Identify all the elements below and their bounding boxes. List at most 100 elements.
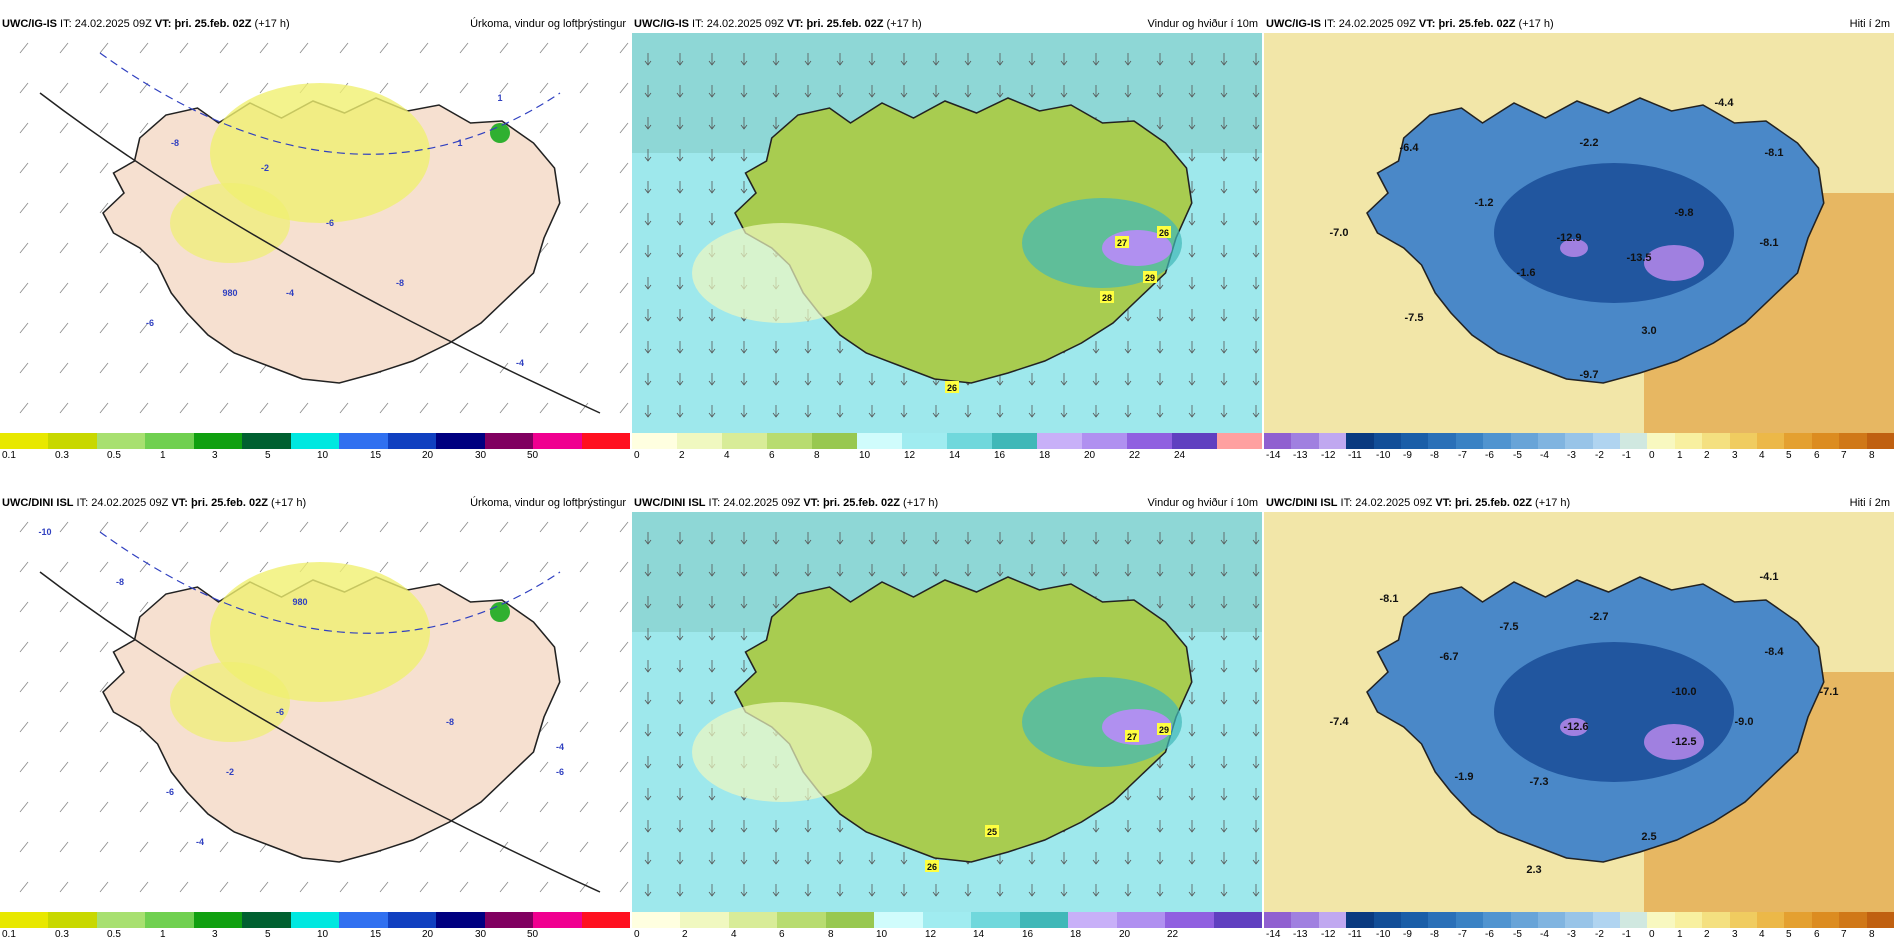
wind-arrow: [1188, 373, 1196, 386]
scale-swatch: [677, 433, 722, 449]
scale-swatch: [1784, 912, 1812, 928]
wind-barb: [179, 841, 189, 853]
wind-arrow: [804, 820, 812, 833]
wind-arrow: [1092, 341, 1100, 354]
scale-tick: -9: [1403, 450, 1412, 461]
wind-barb: [579, 881, 589, 893]
wind-arrow: [772, 117, 780, 130]
wind-arrow: [1252, 85, 1260, 98]
color-scale: [0, 912, 630, 928]
wind-arrow: [644, 532, 652, 545]
contour-label: -8: [446, 717, 454, 727]
wind-arrow: [1252, 245, 1260, 258]
wind-arrow: [708, 213, 716, 226]
wind-barb: [299, 402, 309, 414]
wind-barb: [99, 801, 109, 813]
wind-arrow: [676, 564, 684, 577]
wind-arrow: [1124, 884, 1132, 897]
contour-label: -8: [396, 278, 404, 288]
gust-value: 29: [1159, 725, 1169, 735]
gust-value: 25: [987, 827, 997, 837]
wind-arrow: [836, 884, 844, 897]
wind-barb: [419, 42, 429, 54]
gust-value: 29: [1145, 273, 1155, 283]
wind-barb: [19, 402, 29, 414]
scale-swatch: [902, 433, 947, 449]
wind-barb: [59, 801, 69, 813]
wind-barb: [19, 601, 29, 613]
it-time: 24.02.2025 09Z: [74, 18, 152, 30]
wind-arrow: [1220, 756, 1228, 769]
wind-arrow: [1220, 181, 1228, 194]
contour-label: -6: [326, 218, 334, 228]
wind-arrow: [1092, 820, 1100, 833]
wind-barb: [419, 402, 429, 414]
scale-tick: 1: [160, 929, 166, 940]
map-canvas: 27 26 29 28 26: [632, 33, 1262, 433]
wind-arrow: [964, 532, 972, 545]
scale-tick: 30: [475, 450, 487, 461]
wind-barb: [259, 402, 269, 414]
temp-value: -1.9: [1455, 771, 1474, 783]
lead-time: (+17 h): [1531, 497, 1571, 509]
wind-barb: [579, 801, 589, 813]
scale-swatch: [1839, 433, 1867, 449]
scale-swatch: [1127, 433, 1172, 449]
wind-barb: [539, 721, 549, 733]
gust-label-box: [1100, 291, 1114, 303]
wind-arrow: [1188, 884, 1196, 897]
wind-barb: [579, 202, 589, 214]
run-info: UWC/IG-IS IT: 24.02.2025 09Z VT: þri. 25…: [1266, 15, 1554, 33]
scale-swatch: [290, 912, 340, 928]
scale-swatch: [533, 433, 582, 449]
scale-swatch: [581, 912, 630, 928]
map-canvas: -6.4 -1.2 -2.2 -4.4 -8.1 -9.8 -7.0 -12.9 -13.5 -8…: [1264, 33, 1894, 433]
temp-value: -7.3: [1530, 776, 1549, 788]
wind-barb: [59, 402, 69, 414]
wind-arrow: [1252, 117, 1260, 130]
wind-arrow: [868, 85, 876, 98]
scale-swatch: [1537, 912, 1566, 928]
scale-swatch: [1116, 912, 1166, 928]
wind-barb: [539, 601, 549, 613]
run-info: UWC/DINI ISL IT: 24.02.2025 09Z VT: þri.…: [2, 494, 306, 512]
wind-barb: [19, 841, 29, 853]
scale-tick: 5: [1786, 450, 1792, 461]
wind-barb: [299, 521, 309, 533]
wind-arrow: [868, 373, 876, 386]
scale-tick: -2: [1595, 450, 1604, 461]
wind-arrow: [740, 85, 748, 98]
temp-value: -12.9: [1556, 232, 1581, 244]
scale-swatch: [387, 912, 437, 928]
scale-ticks: -14 -13 -12 -11 -10 -9 -8 -7 -6 -5 -4 -3 -2 -1 0 1 2 3 4 5 6…: [1264, 449, 1894, 463]
wind-arrow: [1124, 788, 1132, 801]
wind-arrow: [1156, 309, 1164, 322]
wind-arrow: [1220, 85, 1228, 98]
scale-tick: 2: [679, 450, 685, 461]
wind-arrow: [868, 53, 876, 66]
wind-arrow: [1252, 564, 1260, 577]
contour-label: -10: [38, 527, 51, 537]
scale-tick: -2: [1595, 929, 1604, 940]
scale-tick: 30: [475, 929, 487, 940]
scale-tick: 5: [265, 450, 271, 461]
scale-swatch: [947, 433, 992, 449]
wind-barb: [379, 561, 389, 573]
wind-barb: [579, 122, 589, 134]
wind-arrow: [1124, 532, 1132, 545]
wind-arrow: [1156, 373, 1164, 386]
scale-tick: -6: [1485, 450, 1494, 461]
temp-value: -9.7: [1580, 369, 1599, 381]
wind-arrow: [1028, 405, 1036, 418]
wind-arrow: [836, 405, 844, 418]
wind-arrow: [708, 117, 716, 130]
temp-value: 3.0: [1641, 325, 1656, 337]
scale-tick: -1: [1622, 450, 1631, 461]
wind-arrow: [708, 85, 716, 98]
scale-swatch: [0, 912, 49, 928]
wind-barb: [219, 82, 229, 94]
wind-arrow: [644, 117, 652, 130]
wind-arrow: [868, 884, 876, 897]
scale-ticks: -14 -13 -12 -11 -10 -9 -8 -7 -6 -5 -4 -3 -2 -1 0 1 2 3 4 5 6…: [1264, 928, 1894, 942]
wind-arrow: [1220, 788, 1228, 801]
